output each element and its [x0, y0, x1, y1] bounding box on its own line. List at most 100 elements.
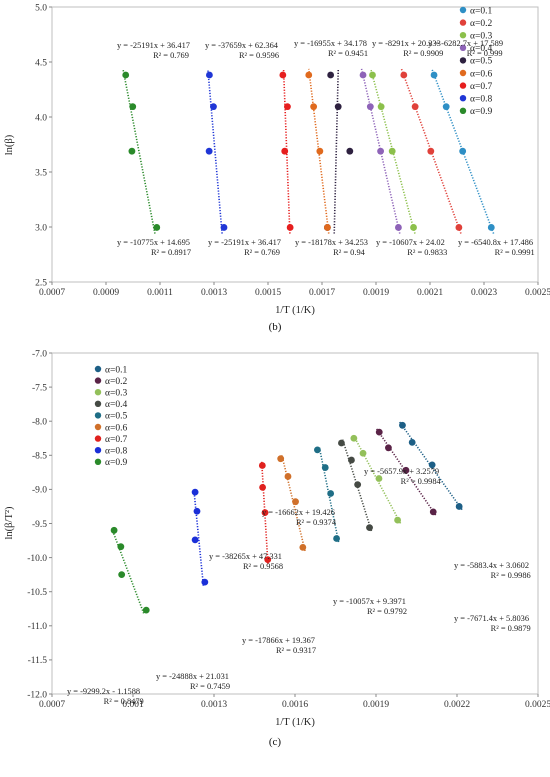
equation-label: y = -6282.7x + 17.589 — [428, 39, 503, 48]
data-point — [292, 498, 299, 506]
r-squared-label: R² = 0.9984 — [401, 477, 442, 486]
r-squared-label: R² = 0.94 — [333, 248, 365, 257]
data-point — [350, 434, 358, 442]
equation-label: y = -6540.8x + 17.486 — [458, 238, 533, 247]
data-point — [359, 449, 367, 457]
x-tick-label: 0.0023 — [471, 288, 497, 298]
data-point — [191, 488, 199, 496]
legend-marker — [459, 6, 467, 14]
legend-marker — [459, 82, 467, 89]
data-point — [411, 103, 419, 111]
equation-label: y = -16955x + 34.178 — [294, 39, 367, 48]
r-squared-label: R² = 0.9833 — [407, 248, 447, 257]
y-tick-label: -7.5 — [32, 383, 47, 393]
legend-marker — [94, 377, 102, 384]
legend-marker — [94, 412, 102, 419]
x-tick-label: 0.001 — [122, 700, 144, 710]
data-point — [281, 147, 289, 155]
y-tick-label: 4.5 — [35, 58, 47, 68]
legend-label: α=0.8 — [470, 95, 492, 105]
chart-panel-c: -7.0 -7.5 -8.0 -8.5 -9.0 -9.5 -10.0 -10.5 -11.0 -… — [4, 349, 550, 748]
data-point — [210, 103, 217, 111]
equation-label: y = -5657.9x + 3.2579 — [364, 467, 439, 476]
legend-label: α=0.5 — [470, 57, 492, 67]
y-tick-label: 5.0 — [35, 3, 47, 13]
legend-marker — [459, 69, 467, 77]
legend-label: α=0.1 — [470, 6, 492, 16]
data-point — [333, 535, 340, 542]
legend-label: α=0.7 — [105, 435, 127, 445]
legend-label: α=0.4 — [470, 44, 492, 54]
legend-label: α=0.4 — [105, 400, 127, 410]
data-point — [205, 147, 213, 155]
x-tick-label: 0.0011 — [147, 288, 173, 298]
x-tick-label: 0.0022 — [444, 700, 470, 710]
data-point — [206, 71, 213, 79]
y-tick-label: 4.0 — [35, 113, 47, 123]
equation-label: y = -10607x + 24.02 — [376, 238, 445, 247]
data-point — [395, 224, 402, 231]
r-squared-label: R² = 0.8917 — [151, 248, 191, 257]
data-point — [388, 147, 396, 155]
data-point — [459, 147, 467, 155]
x-tick-label: 0.0007 — [39, 288, 65, 298]
data-point — [220, 224, 228, 231]
legend-marker — [94, 458, 102, 465]
legend-marker — [94, 400, 102, 407]
data-point — [258, 462, 266, 469]
x-tick-label: 0.0019 — [363, 700, 389, 710]
r-squared-label: R² = 0.7459 — [190, 682, 230, 691]
data-point — [346, 147, 354, 155]
y-axis-title: ln(β) — [4, 134, 15, 155]
data-point — [305, 71, 313, 79]
data-point — [324, 224, 331, 231]
legend-label: α=0.7 — [470, 82, 492, 92]
trendline-α=0.2 — [375, 428, 437, 516]
equation-label: y = -17866x + 19.367 — [242, 636, 315, 645]
data-point — [455, 224, 463, 231]
data-point — [408, 438, 416, 446]
data-point — [118, 571, 126, 579]
r-squared-label: R² = 0.9792 — [367, 607, 407, 616]
data-point — [430, 71, 438, 79]
equation-label: y = -16662x + 19.426 — [262, 508, 335, 517]
r-squared-label: R² = 0.769 — [244, 248, 280, 257]
legend-label: α=0.2 — [470, 19, 492, 29]
y-tick-label: -9.5 — [32, 520, 47, 530]
data-point — [193, 507, 201, 515]
data-point — [359, 71, 367, 79]
legend-label: α=0.8 — [105, 447, 127, 457]
data-point — [142, 606, 150, 614]
data-point — [354, 481, 362, 489]
r-squared-label: R² = 0.9596 — [239, 51, 279, 60]
data-point — [375, 428, 383, 436]
legend-label: α=0.6 — [470, 69, 492, 79]
equation-label: y = -38265x + 47.331 — [209, 552, 282, 561]
data-point — [402, 466, 410, 474]
y-tick-label: -10.5 — [27, 588, 47, 598]
y-tick-label: -7.0 — [32, 349, 47, 359]
legend-marker — [94, 423, 102, 431]
x-tick-label: 0.0016 — [282, 700, 308, 710]
trendline-α=0.3 — [369, 68, 416, 234]
x-tick-label: 0.0021 — [417, 288, 443, 298]
trendline-α=0.8 — [207, 68, 223, 234]
equation-label: y = -7671.4x + 5.8036 — [454, 614, 529, 623]
data-point — [117, 543, 125, 551]
data-point — [377, 147, 384, 155]
legend-marker — [94, 447, 102, 454]
legend-marker — [459, 44, 467, 51]
data-point — [399, 421, 406, 429]
equation-label: y = -37659x + 62.364 — [205, 41, 279, 50]
equation-label: y = -18178x + 34.253 — [295, 238, 368, 247]
panel-caption: (c) — [269, 736, 282, 748]
y-tick-label: 3.5 — [35, 168, 47, 178]
plot-area-frame — [51, 6, 539, 283]
data-point — [366, 103, 374, 111]
x-tick-label: 0.0015 — [255, 288, 281, 298]
data-point — [153, 224, 161, 231]
legend-label: α=0.6 — [105, 423, 127, 433]
equation-label: y = -24888x + 21.031 — [156, 672, 229, 681]
x-tick-label: 0.0007 — [39, 700, 65, 710]
